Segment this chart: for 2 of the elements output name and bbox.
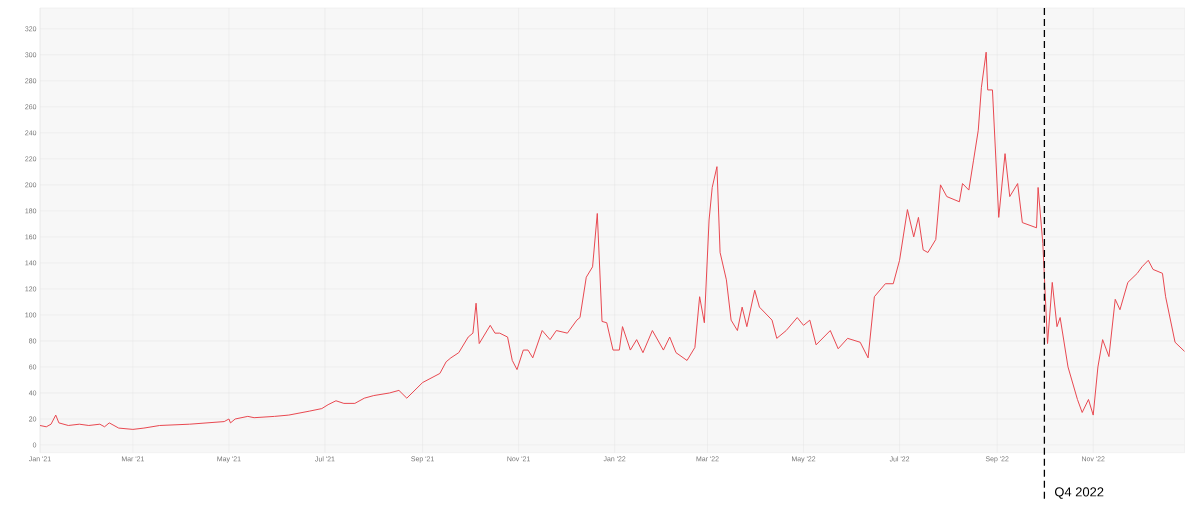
line-series <box>39 51 1185 430</box>
ref-line-label: Q4 2022 <box>1054 487 1104 499</box>
